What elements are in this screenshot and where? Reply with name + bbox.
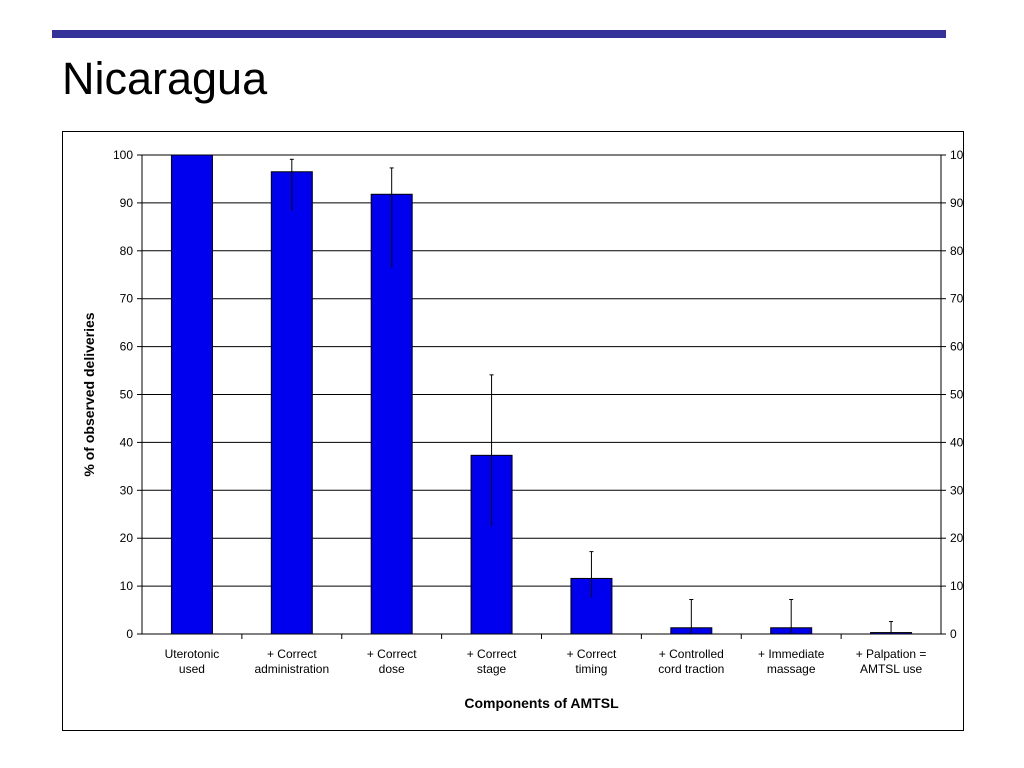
x-category-label: dose [379, 662, 405, 676]
x-category-label: + Correct [267, 647, 317, 661]
x-category-label: + Palpation = [856, 647, 927, 661]
bar[interactable] [270, 171, 313, 635]
x-category-label: AMTSL use [860, 662, 923, 676]
y-tick-label-right: 100 [950, 148, 963, 162]
y-tick-label-right: 40 [950, 435, 963, 449]
y-tick-label-right: 80 [950, 244, 963, 258]
y-tick-label-right: 10 [950, 579, 963, 593]
y-tick-label-right: 90 [950, 196, 963, 210]
y-tick-label-right: 70 [950, 292, 963, 306]
y-tick-label-right: 60 [950, 340, 963, 354]
x-category-label: massage [767, 662, 816, 676]
x-axis-title: Components of AMTSL [464, 695, 619, 711]
y-axis-title: % of observed deliveries [81, 312, 97, 476]
x-category-label: cord traction [658, 662, 724, 676]
y-tick-label-left: 20 [120, 531, 134, 545]
x-category-label: used [179, 662, 205, 676]
bar[interactable] [170, 154, 213, 635]
x-category-label: + Correct [367, 647, 417, 661]
slide-title: Nicaragua [62, 53, 268, 104]
y-tick-label-right: 30 [950, 483, 963, 497]
x-category-label: + Controlled [659, 647, 724, 661]
x-category-label: + Correct [567, 647, 617, 661]
y-tick-label-left: 10 [120, 579, 134, 593]
x-category-label: + Immediate [758, 647, 825, 661]
x-category-label: + Correct [467, 647, 517, 661]
x-category-label: stage [477, 662, 507, 676]
y-tick-label-left: 0 [126, 627, 133, 641]
chart-frame: 0 0 10 10 20 20 30 30 40 40 50 50 60 60 70 70 80 80 90 90 10… [62, 131, 964, 731]
y-tick-label-left: 90 [120, 196, 134, 210]
y-tick-label-right: 50 [950, 388, 963, 402]
title-underline-bar [52, 30, 946, 38]
y-tick-label-left: 40 [120, 435, 134, 449]
y-tick-label-left: 80 [120, 244, 134, 258]
y-tick-label-left: 50 [120, 388, 134, 402]
y-tick-label-left: 70 [120, 292, 134, 306]
x-category-label: administration [254, 662, 329, 676]
y-tick-label-left: 100 [113, 148, 133, 162]
bar-chart: 0 0 10 10 20 20 30 30 40 40 50 50 60 60 70 70 80 80 90 90 10… [81, 148, 963, 711]
y-tick-label-left: 30 [120, 483, 134, 497]
x-category-label: Uterotonic [165, 647, 220, 661]
y-tick-label-right: 20 [950, 531, 963, 545]
y-tick-label-left: 60 [120, 340, 134, 354]
y-tick-label-right: 0 [950, 627, 957, 641]
x-category-label: timing [575, 662, 607, 676]
